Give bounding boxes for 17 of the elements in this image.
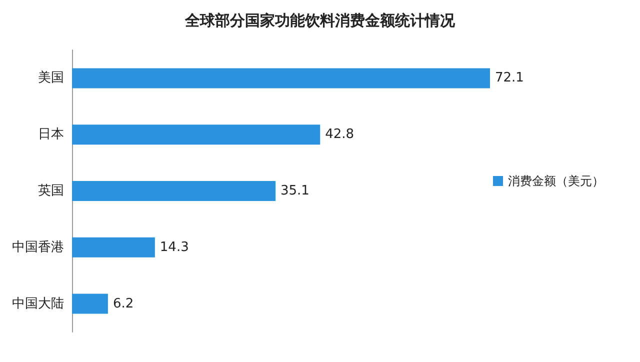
- y-tick-label: 美国: [38, 70, 64, 86]
- data-label: 72.1: [495, 70, 524, 86]
- data-label: 6.2: [112, 296, 134, 312]
- y-tick-label: 中国香港: [12, 240, 64, 255]
- bar: [72, 68, 490, 88]
- data-label: 35.1: [280, 184, 310, 198]
- y-tick-label: 英国: [38, 184, 64, 198]
- bar: [72, 294, 108, 314]
- data-label: 42.8: [325, 127, 354, 142]
- legend-label: 消费金额（美元）: [508, 174, 604, 188]
- bar: [72, 181, 276, 201]
- data-label: 14.3: [160, 240, 189, 255]
- y-tick-label: 中国大陆: [12, 296, 64, 312]
- bar: [72, 237, 155, 258]
- bar: [72, 124, 320, 145]
- y-tick-label: 日本: [38, 127, 64, 142]
- chart-title: 全球部分国家功能饮料消费金额统计情况: [184, 12, 456, 30]
